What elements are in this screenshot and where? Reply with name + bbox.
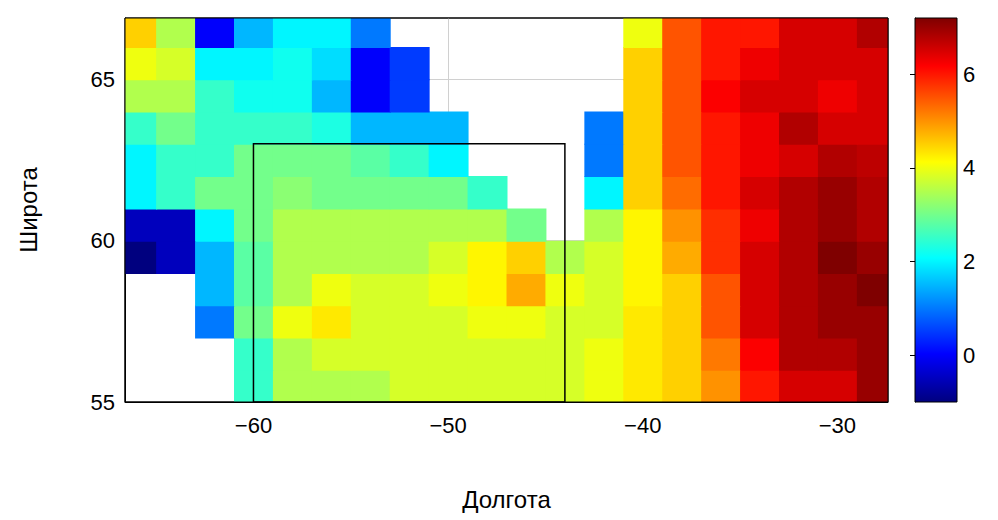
svg-text:Долгота: Долгота — [462, 486, 551, 513]
svg-text:4: 4 — [963, 155, 975, 180]
svg-text:65: 65 — [91, 67, 115, 92]
svg-text:−40: −40 — [624, 413, 661, 438]
svg-text:−60: −60 — [235, 413, 272, 438]
svg-text:Широта: Широта — [15, 167, 42, 253]
svg-text:−50: −50 — [429, 413, 466, 438]
svg-text:55: 55 — [91, 390, 115, 415]
svg-text:−30: −30 — [819, 413, 856, 438]
svg-text:6: 6 — [963, 62, 975, 87]
svg-text:2: 2 — [963, 249, 975, 274]
svg-text:60: 60 — [91, 228, 115, 253]
svg-text:0: 0 — [963, 343, 975, 368]
